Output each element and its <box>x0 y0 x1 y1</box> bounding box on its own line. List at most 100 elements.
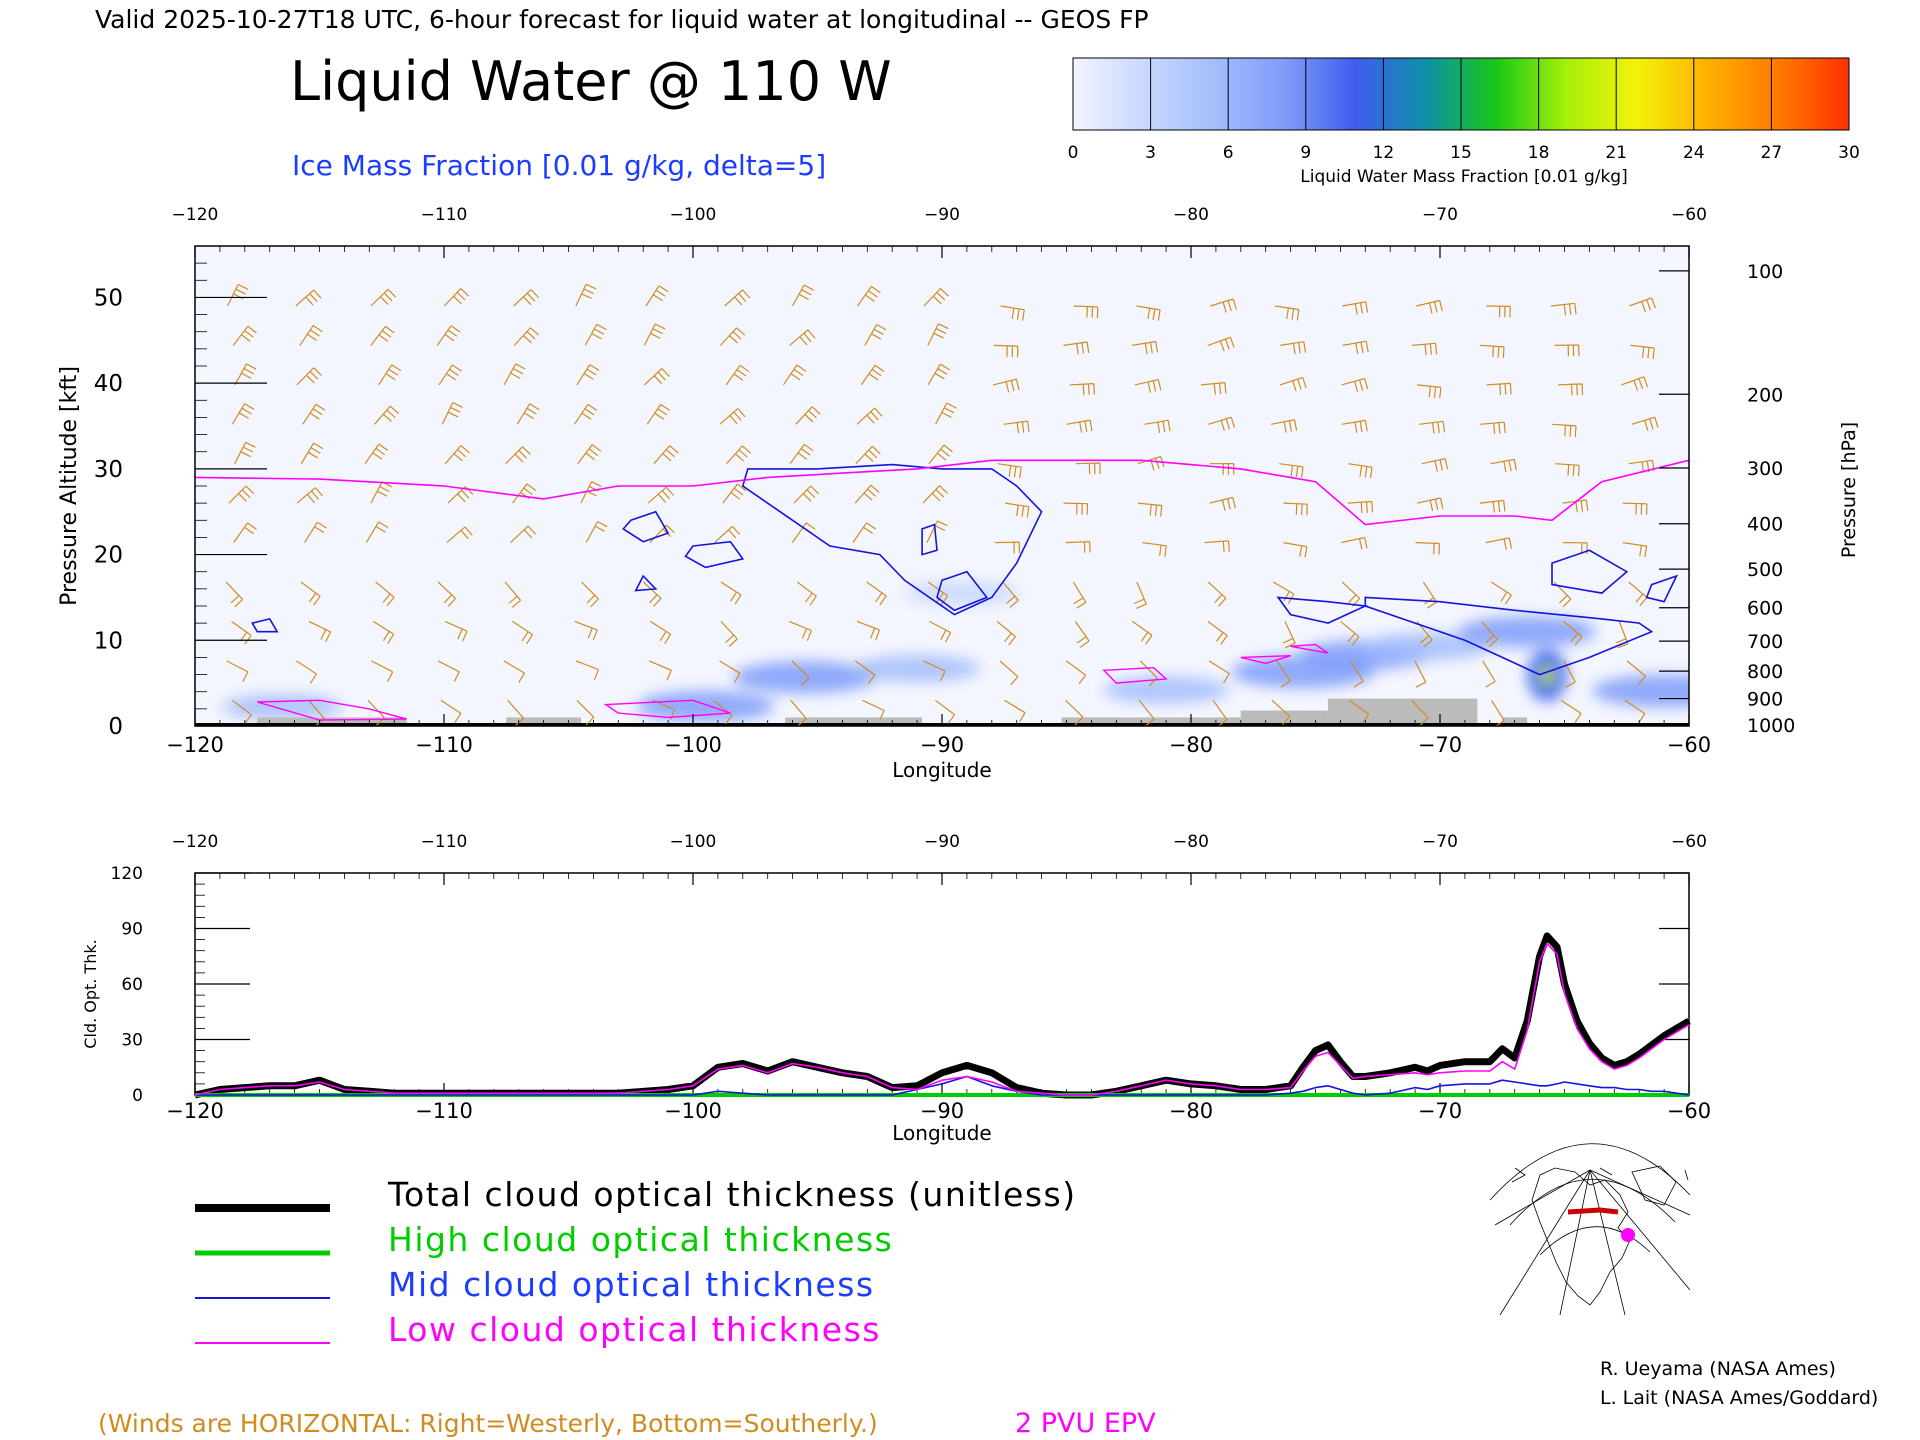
credit-line-2: L. Lait (NASA Ames/Goddard) <box>1600 1387 1878 1409</box>
wind-barb <box>513 289 540 307</box>
wind-barb <box>724 289 751 307</box>
mid-optical-thickness-line <box>195 1075 1690 1096</box>
wind-barb <box>516 403 540 425</box>
ot-x-tick-label-top: −100 <box>670 832 717 852</box>
cross-section-ylabel-left: Pressure Altitude [kft] <box>57 366 82 606</box>
wind-barb <box>1208 416 1236 431</box>
pressure-tick-label: 900 <box>1747 689 1783 711</box>
wind-barb <box>649 620 672 644</box>
wind-barb <box>1555 463 1580 477</box>
wind-barb <box>234 441 256 464</box>
cross-section-axes: −120 −120 −110 −110 −100 −100 −90 −90 −80 −80 −70 −… <box>94 205 1796 757</box>
pressure-tick-label: 200 <box>1747 384 1783 406</box>
locator-map <box>1489 1143 1691 1316</box>
wind-barb <box>300 581 321 606</box>
wind-barb <box>374 405 399 425</box>
wind-barb <box>1340 620 1360 646</box>
wind-barb <box>1419 420 1446 434</box>
wind-barb <box>720 620 738 647</box>
wind-barb <box>1138 699 1155 726</box>
wind-barb <box>852 522 876 543</box>
liquid-water-blob <box>733 660 878 694</box>
wind-barb <box>1480 421 1506 435</box>
legend-label-total: Total cloud optical thickness (unitless) <box>387 1175 1077 1214</box>
wind-barb <box>1479 499 1506 513</box>
legend-label-low: Low cloud optical thickness <box>388 1310 881 1349</box>
ice-contour <box>684 540 745 569</box>
wind-barb <box>1131 340 1159 355</box>
wind-barb <box>585 520 608 543</box>
x-tick-label-top: −60 <box>1671 205 1707 225</box>
colorbar-tick-label: 21 <box>1605 143 1627 163</box>
wind-barb <box>1341 377 1369 392</box>
colorbar-tick-label: 6 <box>1223 143 1234 163</box>
wind-barb <box>375 581 395 607</box>
legend-label-high: High cloud optical thickness <box>388 1220 893 1259</box>
wind-barb <box>1630 344 1655 359</box>
wind-barb <box>1282 621 1296 649</box>
wind-barb <box>726 445 752 465</box>
wind-barb <box>1063 341 1090 355</box>
wind-barb <box>1003 420 1030 434</box>
ot-y-tick-label: 60 <box>121 975 143 995</box>
wind-barb <box>1480 621 1498 648</box>
wind-barb <box>857 285 881 307</box>
ice-subtitle: Ice Mass Fraction [0.01 g/kg, delta=5] <box>292 149 826 182</box>
wind-barb <box>934 402 957 425</box>
wind-barb <box>929 620 952 643</box>
wind-barb <box>364 443 389 465</box>
liquid-water-blob <box>854 654 981 683</box>
x-tick-label: −90 <box>920 733 964 757</box>
wind-barb <box>1132 620 1153 645</box>
wind-barb <box>233 522 257 543</box>
terrain-block <box>1240 710 1328 726</box>
map-meridian-6 <box>1589 1169 1691 1216</box>
wind-barb <box>866 581 887 606</box>
map-latitude-ring-mid <box>1509 1178 1676 1226</box>
wind-barb <box>577 444 602 465</box>
colorbar-tick-label: 18 <box>1528 143 1550 163</box>
wind-barb <box>1415 542 1440 555</box>
wind-barb <box>928 444 953 465</box>
map-latitude-ring-inner <box>1539 1226 1651 1256</box>
wind-barb <box>575 283 597 307</box>
cross-section-xlabel: Longitude <box>892 758 991 782</box>
ice-contour <box>622 510 670 543</box>
terrain-block <box>785 717 923 726</box>
wind-barb <box>573 403 598 425</box>
wind-barb <box>1066 419 1093 433</box>
y-tick-label: 30 <box>94 457 123 483</box>
map-meridian-2 <box>1559 1169 1591 1316</box>
wind-barb <box>725 364 750 386</box>
wind-barb <box>1554 344 1580 357</box>
wind-barb <box>1490 581 1512 605</box>
wind-barb <box>927 581 949 606</box>
wind-barb <box>1560 699 1582 724</box>
ot-x-tick-label: −120 <box>166 1099 224 1123</box>
wind-barb <box>299 325 323 346</box>
pressure-tick-label: 100 <box>1747 261 1783 283</box>
legend-label-mid: Mid cloud optical thickness <box>388 1265 875 1304</box>
wind-barb <box>1063 502 1089 515</box>
wind-barb <box>225 581 244 608</box>
legend: Total cloud optical thickness (unitless)… <box>195 1175 1077 1349</box>
wind-barb <box>1212 699 1228 726</box>
wind-barb <box>653 445 679 465</box>
ot-x-tick-label-top: −70 <box>1422 832 1458 852</box>
liquid-water-blob <box>636 690 775 722</box>
wind-barb <box>1552 423 1577 437</box>
map-coast-greenland <box>1631 1165 1677 1206</box>
wind-barb <box>302 403 326 425</box>
colorbar-tick-label: 30 <box>1838 143 1860 163</box>
wind-barb <box>719 408 746 425</box>
main-title: Liquid Water @ 110 W <box>290 50 892 113</box>
wind-barb <box>234 363 257 386</box>
colorbar-tick-label: 0 <box>1068 143 1079 163</box>
wind-barb <box>1341 301 1369 315</box>
wind-barb <box>1562 499 1589 513</box>
wind-barb <box>648 660 672 681</box>
wind-barb <box>1348 463 1373 479</box>
map-section-line <box>1567 1207 1619 1215</box>
wind-barb <box>1350 660 1364 688</box>
